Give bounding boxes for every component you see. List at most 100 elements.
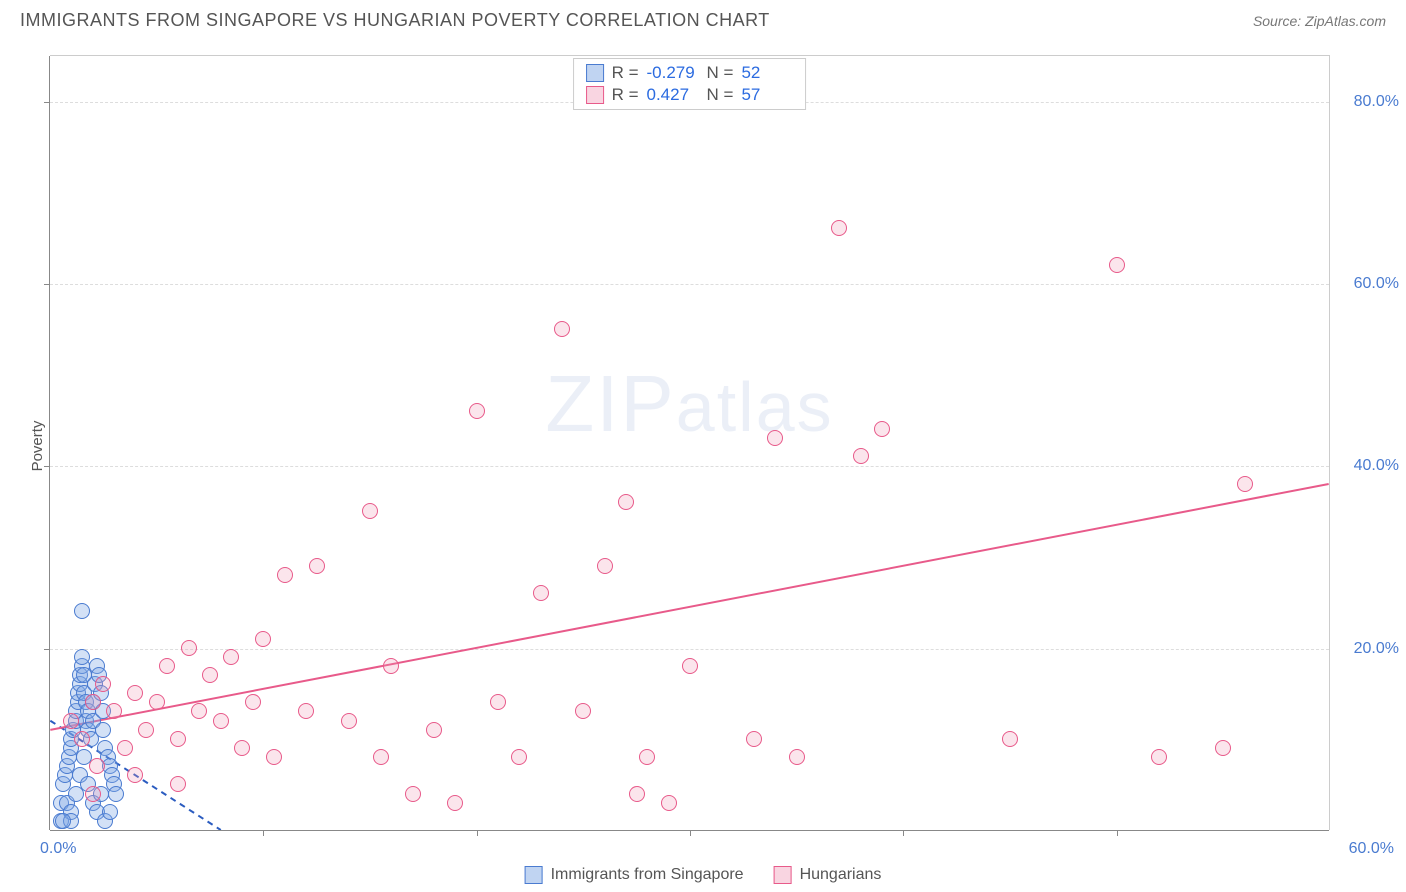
chart-header: IMMIGRANTS FROM SINGAPORE VS HUNGARIAN P… — [0, 0, 1406, 36]
y-tick — [44, 649, 50, 650]
scatter-point — [255, 631, 271, 647]
x-tick — [263, 830, 264, 836]
scatter-point — [298, 703, 314, 719]
scatter-point — [74, 603, 90, 619]
scatter-point — [533, 585, 549, 601]
y-tick-label: 80.0% — [1354, 93, 1399, 111]
x-tick — [690, 830, 691, 836]
scatter-point — [831, 220, 847, 236]
correlation-legend: R = -0.279 N = 52 R = 0.427 N = 57 — [573, 58, 807, 110]
chart-title: IMMIGRANTS FROM SINGAPORE VS HUNGARIAN P… — [20, 10, 770, 31]
x-tick — [1117, 830, 1118, 836]
scatter-point — [874, 421, 890, 437]
scatter-point — [202, 667, 218, 683]
y-tick-label: 40.0% — [1354, 457, 1399, 475]
x-origin-label: 0.0% — [40, 840, 76, 858]
scatter-point — [639, 749, 655, 765]
legend-row-series1: R = -0.279 N = 52 — [586, 63, 794, 83]
scatter-point — [618, 494, 634, 510]
scatter-point — [89, 758, 105, 774]
scatter-point — [373, 749, 389, 765]
scatter-point — [447, 795, 463, 811]
scatter-point — [127, 767, 143, 783]
scatter-point — [405, 786, 421, 802]
scatter-point — [127, 685, 143, 701]
scatter-point — [362, 503, 378, 519]
scatter-point — [1237, 476, 1253, 492]
legend-item-series2: Hungarians — [774, 866, 882, 884]
swatch-pink-icon — [586, 86, 604, 104]
x-tick — [477, 830, 478, 836]
scatter-point — [554, 321, 570, 337]
scatter-point — [213, 713, 229, 729]
scatter-point — [469, 403, 485, 419]
x-end-label: 60.0% — [1349, 840, 1394, 858]
chart-plot-area: 20.0%40.0%60.0%80.0% ZIPatlas R = -0.279… — [50, 55, 1330, 830]
scatter-point — [106, 703, 122, 719]
scatter-point — [170, 731, 186, 747]
y-tick-label: 20.0% — [1354, 640, 1399, 658]
y-axis-line — [49, 56, 50, 830]
scatter-point — [223, 649, 239, 665]
scatter-point — [85, 786, 101, 802]
scatter-point — [682, 658, 698, 674]
scatter-point — [1109, 257, 1125, 273]
scatter-point — [597, 558, 613, 574]
gridline — [50, 284, 1329, 285]
scatter-point — [149, 694, 165, 710]
series-legend: Immigrants from Singapore Hungarians — [525, 866, 882, 884]
scatter-point — [383, 658, 399, 674]
scatter-point — [1002, 731, 1018, 747]
y-tick — [44, 466, 50, 467]
scatter-point — [63, 713, 79, 729]
scatter-point — [159, 658, 175, 674]
scatter-point — [309, 558, 325, 574]
y-tick-label: 60.0% — [1354, 275, 1399, 293]
x-tick — [903, 830, 904, 836]
source-attribution: Source: ZipAtlas.com — [1253, 13, 1386, 29]
scatter-point — [490, 694, 506, 710]
scatter-point — [853, 448, 869, 464]
y-tick — [44, 102, 50, 103]
scatter-point — [767, 430, 783, 446]
trendlines-svg — [50, 56, 1329, 830]
gridline — [50, 466, 1329, 467]
scatter-point — [629, 786, 645, 802]
scatter-point — [511, 749, 527, 765]
scatter-point — [108, 786, 124, 802]
y-axis-label: Poverty — [29, 421, 46, 472]
scatter-point — [74, 649, 90, 665]
scatter-point — [1151, 749, 1167, 765]
swatch-blue-icon — [525, 866, 543, 884]
trendline — [50, 484, 1328, 730]
watermark: ZIPatlas — [545, 358, 833, 450]
scatter-point — [341, 713, 357, 729]
scatter-point — [85, 694, 101, 710]
scatter-point — [426, 722, 442, 738]
scatter-point — [746, 731, 762, 747]
scatter-point — [117, 740, 133, 756]
gridline — [50, 649, 1329, 650]
scatter-point — [181, 640, 197, 656]
y-tick — [44, 284, 50, 285]
scatter-point — [102, 804, 118, 820]
scatter-point — [170, 776, 186, 792]
legend-item-series1: Immigrants from Singapore — [525, 866, 744, 884]
scatter-point — [277, 567, 293, 583]
scatter-point — [74, 731, 90, 747]
swatch-blue-icon — [586, 64, 604, 82]
scatter-point — [266, 749, 282, 765]
scatter-point — [245, 694, 261, 710]
swatch-pink-icon — [774, 866, 792, 884]
scatter-point — [1215, 740, 1231, 756]
scatter-point — [191, 703, 207, 719]
legend-row-series2: R = 0.427 N = 57 — [586, 85, 794, 105]
scatter-point — [95, 676, 111, 692]
scatter-point — [95, 722, 111, 738]
scatter-point — [789, 749, 805, 765]
scatter-point — [55, 813, 71, 829]
scatter-point — [138, 722, 154, 738]
scatter-point — [575, 703, 591, 719]
scatter-point — [234, 740, 250, 756]
scatter-point — [661, 795, 677, 811]
